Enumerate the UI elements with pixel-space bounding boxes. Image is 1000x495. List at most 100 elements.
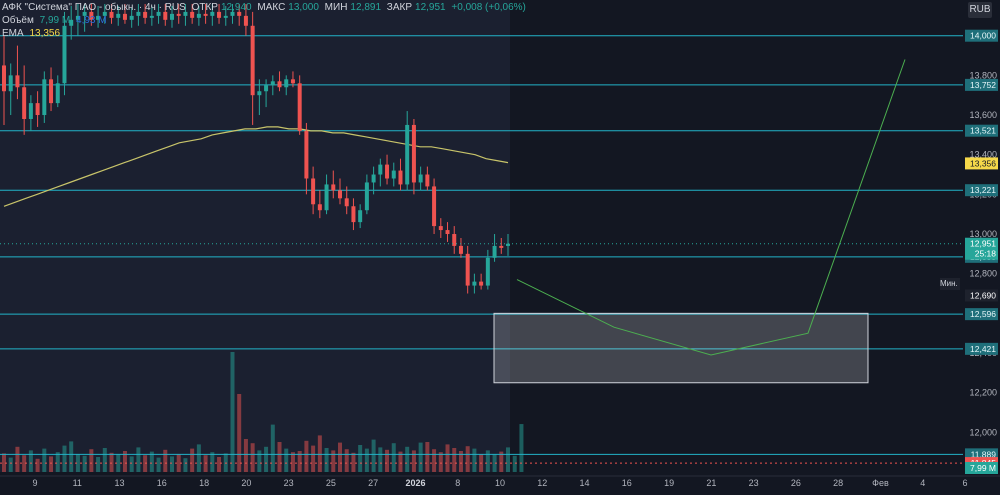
candle-body[interactable]: [2, 65, 6, 92]
candle-body[interactable]: [143, 11, 148, 18]
candle-body[interactable]: [163, 11, 168, 20]
candle-body[interactable]: [55, 83, 60, 104]
candle-body[interactable]: [15, 75, 20, 88]
candle-body[interactable]: [358, 210, 363, 223]
level-price-tag[interactable]: [965, 184, 998, 197]
candle-body[interactable]: [129, 15, 134, 20]
candle-body[interactable]: [176, 13, 181, 16]
candle-body[interactable]: [49, 79, 54, 104]
candle-body[interactable]: [479, 281, 484, 286]
candle-body[interactable]: [8, 75, 13, 92]
price-tag-last[interactable]: [965, 237, 998, 260]
candle-body[interactable]: [324, 184, 329, 211]
candle-body[interactable]: [190, 11, 195, 18]
candle-body[interactable]: [378, 164, 383, 175]
time-tick-label: 28: [833, 478, 843, 488]
candle-body[interactable]: [257, 91, 262, 96]
currency-button[interactable]: RUB: [968, 2, 992, 18]
price-tag-ema[interactable]: [965, 157, 998, 170]
candle-body[interactable]: [331, 184, 336, 191]
candle-body[interactable]: [492, 245, 497, 258]
candle-body[interactable]: [385, 164, 390, 179]
candle-body[interactable]: [35, 103, 40, 116]
candle-body[interactable]: [344, 198, 349, 207]
candle-body[interactable]: [317, 204, 322, 211]
level-price-tag[interactable]: [965, 342, 998, 355]
volume-bar: [15, 446, 20, 472]
candle-body[interactable]: [506, 243, 510, 246]
candle-body[interactable]: [338, 190, 342, 199]
candle-body[interactable]: [391, 170, 396, 179]
candle-body[interactable]: [284, 79, 289, 88]
candle-body[interactable]: [82, 11, 87, 16]
projection-curve[interactable]: [516, 59, 906, 356]
candle-body[interactable]: [398, 170, 403, 185]
level-price-tag[interactable]: [965, 78, 998, 91]
candle-body[interactable]: [62, 25, 67, 84]
candle-body[interactable]: [499, 245, 504, 248]
ema-line[interactable]: [3, 126, 509, 207]
candle-body[interactable]: [270, 81, 275, 86]
candle-body[interactable]: [69, 19, 74, 26]
level-price-tag[interactable]: [965, 124, 998, 137]
candle-body[interactable]: [472, 281, 477, 286]
candle-body[interactable]: [250, 25, 255, 96]
volume-bar: [203, 455, 208, 472]
candle-body[interactable]: [196, 13, 201, 18]
candle-body[interactable]: [96, 15, 101, 20]
candle-body[interactable]: [156, 11, 161, 16]
level-price-tag[interactable]: [965, 29, 998, 42]
candle-body[interactable]: [75, 15, 80, 20]
candle-body[interactable]: [217, 11, 222, 18]
candle-body[interactable]: [425, 174, 430, 187]
candle-body[interactable]: [237, 11, 242, 16]
candle-body[interactable]: [243, 15, 248, 26]
legend-ema-row[interactable]: EMA 13,356: [2, 28, 529, 41]
candle-body[interactable]: [432, 186, 437, 227]
candle-body[interactable]: [230, 11, 235, 16]
volume-bar: [42, 448, 47, 472]
target-zone-rect[interactable]: [493, 312, 869, 384]
candle-body[interactable]: [351, 206, 356, 223]
candle-body[interactable]: [452, 234, 457, 246]
candle-body[interactable]: [223, 15, 228, 18]
candle-body[interactable]: [136, 11, 141, 16]
candle-body[interactable]: [485, 257, 490, 286]
candle-body[interactable]: [264, 85, 269, 92]
legend-volume-row[interactable]: Объём 7,99 M 4,93 M: [2, 15, 529, 28]
candle-body[interactable]: [311, 178, 316, 205]
candle-body[interactable]: [210, 11, 215, 16]
candle-body[interactable]: [297, 83, 302, 131]
candle-body[interactable]: [122, 13, 127, 20]
candle-body[interactable]: [411, 124, 416, 183]
price-tag-min[interactable]: [965, 289, 998, 302]
candle-body[interactable]: [170, 13, 174, 20]
legend-symbol[interactable]: АФК "Система" ПАО - обыкн. · 4ч · RUS: [2, 2, 186, 13]
candle-body[interactable]: [149, 15, 154, 18]
candle-body[interactable]: [304, 130, 309, 179]
candle-body[interactable]: [42, 79, 47, 116]
candle-body[interactable]: [22, 87, 27, 119]
candle-body[interactable]: [465, 253, 470, 286]
min-marker-label: Мин.: [940, 278, 960, 290]
candle-body[interactable]: [203, 13, 208, 16]
candle-body[interactable]: [438, 226, 443, 231]
candle-body[interactable]: [277, 81, 282, 88]
candle-body[interactable]: [116, 13, 121, 18]
candle-body[interactable]: [445, 230, 450, 235]
price-tag-volume[interactable]: [965, 462, 998, 474]
candle-body[interactable]: [290, 79, 295, 84]
candle-body[interactable]: [28, 103, 33, 119]
candle-body[interactable]: [183, 11, 188, 16]
candle-body[interactable]: [371, 174, 376, 183]
candle-body[interactable]: [418, 174, 423, 183]
candle-body[interactable]: [364, 182, 369, 211]
level-price-tag[interactable]: [965, 308, 998, 321]
candle-body[interactable]: [458, 245, 463, 254]
candle-body[interactable]: [109, 11, 114, 18]
candle-body[interactable]: [405, 124, 410, 185]
candle-body[interactable]: [89, 11, 94, 20]
candle-body[interactable]: [102, 11, 107, 16]
